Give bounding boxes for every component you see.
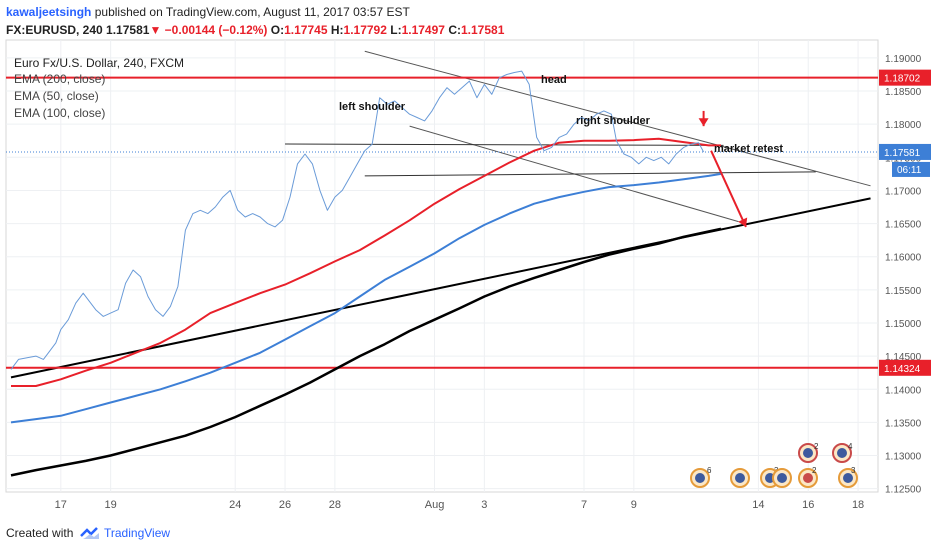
tradingview-logo-icon[interactable] — [80, 526, 100, 540]
price-tick-label: 1.18000 — [885, 120, 922, 131]
date-tick-label: 18 — [852, 499, 864, 511]
price-tick-label: 1.16000 — [885, 253, 922, 264]
resistance-level-badge — [879, 69, 931, 86]
close-label: C: — [448, 23, 461, 37]
low-value: 1.17497 — [401, 23, 445, 37]
price-change: −0.00144 (−0.12%) — [164, 23, 268, 37]
price-chart[interactable]: 1.190001.185001.180001.175001.170001.165… — [0, 0, 932, 512]
economic-events-row[interactable]: 6 3 2 2 4 3 — [690, 442, 858, 488]
annotation-left-shoulder: left shoulder — [339, 101, 406, 113]
event-flag-icon[interactable]: 6 — [690, 466, 712, 488]
price-tick-label: 1.13000 — [885, 452, 922, 463]
last-price-badge — [879, 143, 931, 160]
date-tick-label: 19 — [105, 499, 117, 511]
countdown-label: 06:11 — [897, 165, 922, 176]
price-tick-label: 1.14500 — [885, 352, 922, 363]
countdown-badge — [892, 161, 930, 177]
upper-channel-line[interactable] — [364, 50, 871, 187]
svg-text:6: 6 — [707, 466, 712, 475]
neckline-upper[interactable] — [285, 143, 724, 146]
event-flag-icon[interactable]: 3 — [838, 466, 858, 488]
projection-arrow[interactable] — [710, 150, 747, 228]
date-tick-label: 24 — [229, 499, 241, 511]
last-price-label: 1.17581 — [884, 148, 921, 159]
date-tick-label: Aug — [425, 499, 445, 511]
price-tick-label: 1.15500 — [885, 286, 922, 297]
svg-text:2: 2 — [812, 466, 817, 475]
legend-ema50[interactable]: EMA (50, close) — [14, 89, 99, 103]
price-line[interactable] — [10, 70, 705, 370]
retest-arrow-head — [698, 118, 709, 127]
low-label: L: — [390, 23, 402, 37]
legend-title: Euro Fx/U.S. Dollar, 240, FXCM — [14, 56, 184, 70]
down-arrow-icon: ▼ — [149, 23, 162, 37]
projection-arrow-head — [738, 217, 748, 227]
footer: Created with TradingView — [0, 518, 932, 550]
high-label: H: — [330, 23, 344, 37]
svg-text:3: 3 — [851, 466, 856, 475]
legend-ema200[interactable]: EMA (200, close) — [14, 72, 105, 86]
created-with-label: Created with — [6, 526, 74, 540]
price-tick-label: 1.13500 — [885, 418, 922, 429]
ema100-line[interactable] — [10, 172, 722, 424]
date-tick-label: 9 — [631, 499, 637, 511]
event-flag-icon[interactable]: 4 — [832, 442, 853, 463]
publish-header: kawaljeetsingh published on TradingView.… — [6, 5, 410, 19]
symbol-quote-line: FX:EURUSD, 240 1.17581▼ −0.00144 (−0.12%… — [6, 23, 504, 37]
svg-text:4: 4 — [848, 442, 853, 451]
ema200-line[interactable] — [10, 227, 722, 477]
plot-area[interactable] — [5, 39, 879, 493]
legend-ema100[interactable]: EMA (100, close) — [14, 106, 105, 120]
price-tick-label: 1.16500 — [885, 220, 922, 231]
price-tick-label: 1.14000 — [885, 385, 922, 396]
high-value: 1.17792 — [343, 23, 387, 37]
date-tick-label: 7 — [581, 499, 587, 511]
annotation-market-retest: market retest — [714, 143, 783, 155]
open-value: 1.17745 — [284, 23, 328, 37]
price-tick-label: 1.15000 — [885, 319, 922, 330]
resistance-level-label: 1.18702 — [884, 74, 921, 85]
date-tick-label: 14 — [752, 499, 764, 511]
long-support-trendline[interactable] — [10, 197, 871, 379]
price-tick-label: 1.18500 — [885, 87, 922, 98]
event-flag-icon[interactable] — [772, 468, 792, 488]
date-tick-label: 26 — [279, 499, 291, 511]
annotation-right-shoulder: right shoulder — [576, 115, 651, 127]
event-flag-icon[interactable]: 2 — [798, 442, 819, 463]
symbol-line-prefix: FX:EURUSD, 240 — [6, 23, 103, 37]
published-text: published on TradingView.com, August 11,… — [94, 5, 410, 19]
event-flag-icon[interactable]: 2 — [798, 466, 818, 488]
event-flag-icon[interactable] — [730, 468, 750, 488]
date-tick-label: 28 — [329, 499, 341, 511]
svg-text:2: 2 — [814, 442, 819, 451]
price-tick-label: 1.17000 — [885, 186, 922, 197]
close-value: 1.17581 — [460, 23, 505, 37]
date-tick-label: 3 — [481, 499, 487, 511]
support-level-label: 1.14324 — [884, 364, 921, 375]
price-tick-label: 1.19000 — [885, 54, 922, 65]
open-label: O: — [270, 23, 285, 37]
tradingview-brand-link[interactable]: TradingView — [104, 526, 171, 540]
date-tick-label: 16 — [802, 499, 814, 511]
last-price: 1.17581 — [106, 23, 150, 37]
annotation-head: head — [541, 74, 567, 86]
neckline-lower[interactable] — [364, 171, 816, 177]
date-tick-label: 17 — [55, 499, 67, 511]
ema50-line[interactable] — [11, 137, 721, 387]
author-link[interactable]: kawaljeetsingh — [6, 5, 92, 19]
price-tick-label: 1.12500 — [885, 485, 922, 496]
support-level-badge — [879, 359, 931, 376]
